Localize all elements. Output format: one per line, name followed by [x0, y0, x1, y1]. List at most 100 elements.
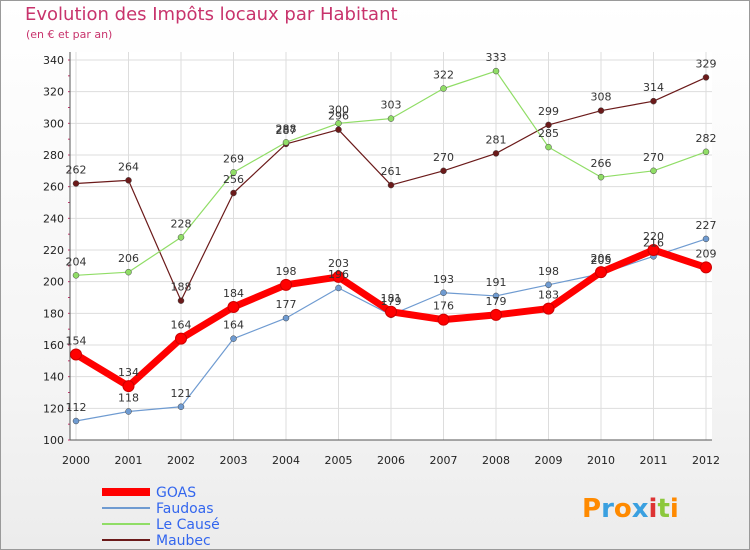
data-label: 191	[486, 276, 507, 289]
data-label: 177	[276, 298, 297, 311]
data-point	[545, 143, 552, 151]
data-point	[230, 169, 237, 176]
data-label: 281	[486, 133, 507, 146]
data-label: 220	[643, 230, 664, 243]
data-label: 164	[171, 319, 192, 332]
data-point	[230, 335, 237, 342]
data-label: 154	[66, 335, 87, 348]
data-label: 134	[118, 366, 139, 379]
data-point	[702, 148, 710, 156]
data-point	[335, 284, 342, 292]
y-tick-label: 260	[43, 181, 64, 194]
y-tick-label: 100	[43, 434, 64, 447]
data-label: 256	[223, 173, 244, 186]
data-label: 121	[171, 387, 192, 400]
x-tick-label: 2000	[62, 454, 90, 467]
chart-subtitle: (en € et par an)	[26, 28, 113, 41]
data-point	[70, 348, 82, 361]
chart-title: Evolution des Impôts locaux par Habitant	[25, 4, 398, 25]
data-label: 266	[591, 157, 612, 170]
x-tick-label: 2008	[482, 454, 510, 467]
data-label: 296	[328, 110, 349, 123]
data-label: 299	[538, 105, 559, 118]
data-label: 262	[66, 164, 87, 177]
data-label: 183	[538, 289, 559, 302]
y-tick-label: 300	[43, 117, 64, 130]
data-point	[595, 266, 607, 279]
data-point	[440, 85, 447, 92]
x-tick-label: 2002	[167, 454, 195, 467]
data-point	[122, 380, 135, 393]
data-point	[650, 167, 657, 175]
data-point	[440, 289, 447, 296]
data-label: 206	[591, 252, 612, 265]
data-point	[280, 278, 292, 291]
data-point	[177, 234, 185, 241]
data-point	[597, 107, 605, 114]
data-point	[542, 302, 555, 315]
data-label: 205	[591, 254, 612, 267]
data-point	[387, 115, 395, 122]
data-point	[72, 272, 80, 279]
data-point	[702, 235, 710, 243]
data-label: 227	[696, 219, 717, 232]
data-label: 206	[118, 252, 139, 265]
data-label: 287	[276, 124, 297, 137]
y-tick-label: 140	[43, 371, 64, 384]
data-label: 300	[328, 103, 349, 116]
x-tick-label: 2010	[587, 454, 615, 467]
data-point	[385, 305, 397, 318]
x-tick-label: 2006	[377, 454, 405, 467]
data-label: 285	[538, 127, 559, 140]
y-tick-label: 320	[43, 86, 64, 99]
y-tick-label: 340	[43, 54, 64, 67]
data-label: 184	[223, 287, 244, 300]
data-label: 270	[433, 151, 454, 164]
proxiti-logo: Proxiti	[582, 494, 679, 524]
data-point	[597, 173, 605, 181]
data-label: 196	[328, 268, 349, 281]
data-point	[492, 67, 500, 75]
data-point	[282, 314, 290, 322]
data-point	[440, 167, 447, 175]
data-label: 188	[171, 281, 192, 294]
data-label: 264	[118, 160, 139, 173]
y-tick-label: 240	[43, 212, 64, 225]
x-tick-label: 2009	[535, 454, 563, 467]
x-tick-label: 2011	[640, 454, 668, 467]
data-label: 308	[591, 91, 612, 104]
data-point	[332, 270, 345, 283]
legend-label: Maubec	[156, 533, 211, 549]
data-point	[125, 177, 132, 184]
data-label: 176	[433, 300, 454, 313]
y-tick-label: 120	[43, 402, 64, 415]
data-point	[282, 139, 290, 146]
y-tick-label: 280	[43, 149, 64, 162]
data-point	[335, 126, 342, 133]
data-point	[492, 150, 500, 157]
data-point	[177, 403, 185, 410]
data-point	[175, 332, 187, 345]
data-point	[72, 180, 80, 187]
data-point	[230, 189, 237, 197]
data-label: 269	[223, 152, 244, 165]
data-label: 329	[696, 57, 717, 70]
data-label: 179	[486, 295, 507, 308]
data-label: 112	[66, 401, 87, 414]
data-label: 193	[433, 273, 454, 286]
data-label: 164	[223, 319, 244, 332]
data-point	[227, 301, 240, 313]
data-label: 261	[381, 165, 402, 178]
data-label: 198	[276, 265, 297, 278]
data-label: 203	[328, 257, 349, 270]
data-point	[545, 121, 552, 129]
data-label: 228	[171, 217, 192, 230]
data-label: 118	[118, 392, 139, 405]
data-point	[125, 268, 132, 276]
data-point	[335, 120, 342, 127]
data-point	[647, 244, 660, 256]
x-tick-label: 2007	[430, 454, 458, 467]
data-label: 322	[433, 69, 454, 82]
y-tick-label: 160	[43, 339, 64, 352]
